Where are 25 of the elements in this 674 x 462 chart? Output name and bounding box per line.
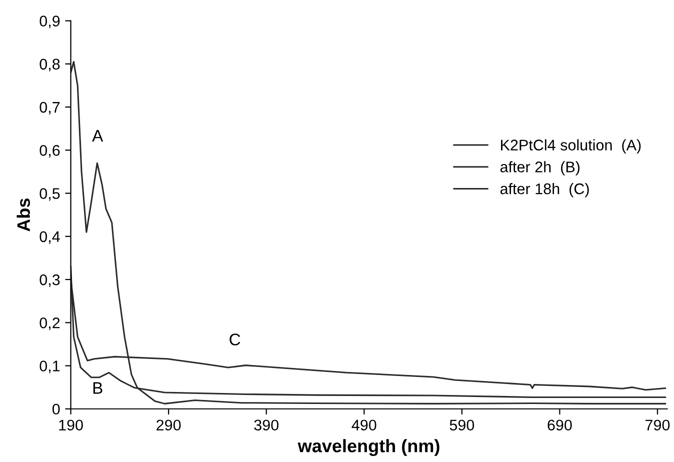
y-tick-label: 0,4 [40, 231, 60, 244]
y-tick-label: 0,8 [40, 58, 60, 72]
legend-label: after 18h (C) [500, 183, 589, 198]
x-axis-title: wavelength (nm) [298, 439, 440, 456]
x-tick-label: 190 [59, 420, 83, 431]
x-tick-label: 790 [646, 420, 670, 431]
y-tick-label: 0,9 [40, 16, 60, 28]
x-tick-label: 690 [548, 420, 572, 431]
annotation: B [93, 382, 102, 394]
y-tick-label: 0,3 [40, 274, 60, 287]
legend-label: after 2h (B) [500, 161, 580, 176]
y-axis-title: Abs [16, 198, 30, 232]
y-tick-label: 0,6 [40, 145, 60, 158]
x-tick-label: 390 [254, 420, 278, 431]
y-tick-label: 0,5 [40, 188, 60, 201]
y-tick-label: 0,7 [40, 102, 60, 115]
annotation: A [92, 130, 104, 142]
legend-label: K2PtCl4 solution (A) [501, 139, 641, 154]
y-tick-label: 0 [52, 404, 60, 415]
y-tick-label: 0,2 [40, 318, 60, 330]
y-tick-label: 0,1 [40, 360, 60, 374]
x-tick-label: 290 [156, 420, 181, 431]
annotation: C [230, 334, 240, 346]
x-tick-label: 490 [352, 420, 376, 431]
x-tick-label: 590 [450, 420, 474, 431]
